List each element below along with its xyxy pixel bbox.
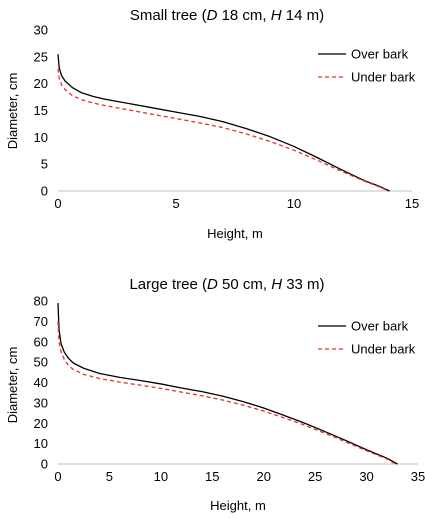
x-tick-label: 0	[54, 196, 61, 211]
y-tick-label: 0	[41, 184, 48, 199]
y-tick-label: 30	[34, 395, 48, 410]
y-tick-label: 50	[34, 355, 48, 370]
x-tick-label: 20	[256, 469, 270, 484]
x-tick-label: 5	[106, 469, 113, 484]
legend-label: Over bark	[351, 47, 409, 62]
legend: Over bark Under bark	[318, 47, 416, 85]
large-tree-chart: Large tree (D 50 cm, H 33 m) 0 5 10 15 20 25 3…	[5, 276, 425, 513]
y-tick-label: 0	[41, 457, 48, 472]
y-axis-label: Diameter, cm	[5, 73, 20, 150]
y-tick-label: 15	[34, 103, 48, 118]
series-line	[57, 303, 398, 465]
plot-axes: 0 5 10 15 20 25 30 35 0 10 20 30 40 50 60 70 80	[34, 294, 425, 485]
chart-title: Large tree (D 50 cm, H 33 m)	[129, 276, 324, 293]
x-tick-label: 10	[287, 196, 301, 211]
x-tick-label: 30	[359, 469, 373, 484]
y-tick-label: 40	[34, 375, 48, 390]
x-axis-label: Height, m	[207, 226, 263, 241]
y-axis-label: Diameter, cm	[5, 347, 20, 424]
y-tick-label: 80	[34, 294, 48, 309]
y-tick-label: 10	[34, 436, 48, 451]
x-tick-label: 0	[54, 469, 61, 484]
y-tick-label: 20	[34, 76, 48, 91]
x-tick-label: 10	[154, 469, 168, 484]
y-tick-label: 10	[34, 130, 48, 145]
chart-title: Small tree (D 18 cm, H 14 m)	[130, 7, 324, 24]
legend-label: Under bark	[351, 342, 416, 357]
y-tick-label: 20	[34, 416, 48, 431]
x-tick-label: 25	[308, 469, 322, 484]
y-tick-label: 5	[41, 157, 48, 172]
legend-label: Over bark	[351, 319, 409, 334]
plot-axes: 0 5 10 15 0 5 10 15 20 25 30	[34, 23, 420, 212]
y-tick-label: 70	[34, 314, 48, 329]
series-lines	[57, 303, 398, 465]
legend: Over bark Under bark	[318, 319, 416, 357]
y-tick-label: 60	[34, 334, 48, 349]
x-tick-label: 15	[205, 469, 219, 484]
series-line	[57, 54, 390, 192]
series-line	[57, 68, 389, 192]
x-tick-label: 35	[411, 469, 425, 484]
x-axis-label: Height, m	[210, 498, 266, 513]
small-tree-chart: Small tree (D 18 cm, H 14 m) 0 5 10 15 0 5 10 1…	[5, 7, 419, 241]
legend-label: Under bark	[351, 70, 416, 85]
y-tick-label: 25	[34, 49, 48, 64]
y-tick-label: 30	[34, 23, 48, 38]
x-tick-label: 5	[172, 196, 179, 211]
series-lines	[57, 54, 390, 192]
x-tick-label: 15	[405, 196, 419, 211]
series-line	[57, 321, 396, 465]
